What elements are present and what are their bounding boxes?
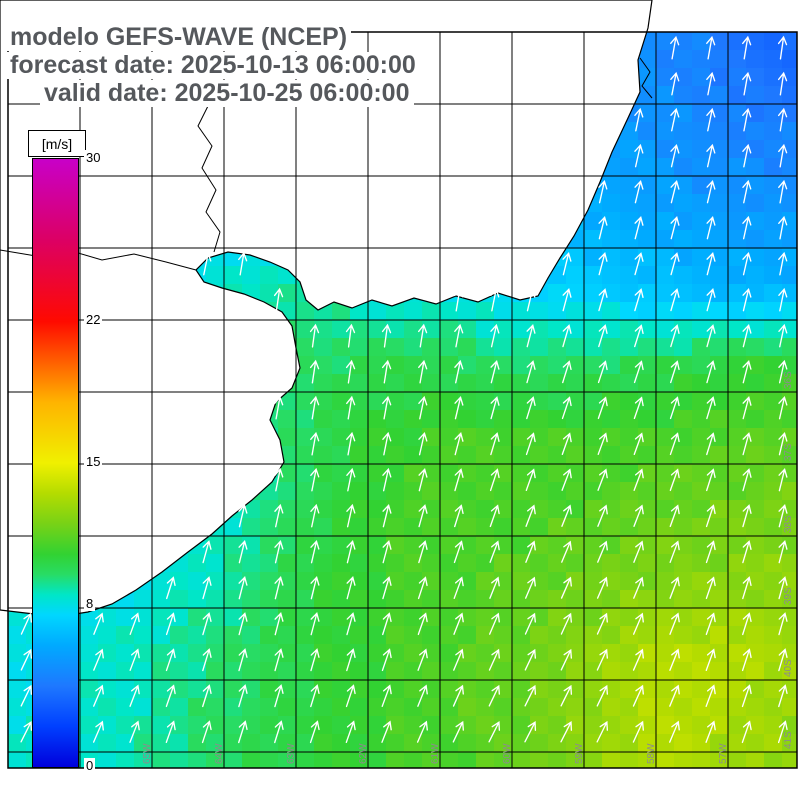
model-title: modelo GEFS-WAVE (NCEP) [6,24,352,51]
lon-label: 65W [142,743,153,764]
lon-label: 60W [502,743,513,764]
map-frame [7,31,798,769]
lat-label: 38S [783,515,794,533]
lon-label: 59W [574,743,585,764]
lon-label: 64W [214,743,225,764]
colorbar-gradient [32,158,79,768]
map-header: modelo GEFS-WAVE (NCEP) forecast date: 2… [6,24,420,107]
colorbar-tick: 15 [84,454,103,469]
lon-label: 57W [718,743,729,764]
colorbar-tick: 0 [84,758,96,773]
colorbar-tick: 8 [84,595,96,611]
lat-label: 41S [783,731,794,749]
lat-label: 37S [783,443,794,461]
colorbar-tick: 22 [84,312,103,328]
colorbar-unit-label: [m/s] [28,130,86,157]
colorbar-tick: 30 [84,150,103,165]
land-polygon [0,0,653,617]
lon-label: 63W [286,743,297,764]
lat-label: 40S [783,659,794,677]
lon-label: 62W [358,743,369,764]
lon-label: 61W [430,743,441,764]
lat-label: 36S [783,371,794,389]
valid-date-label: valid date: 2025-10-25 06:00:00 [40,80,414,107]
river-line [639,57,653,99]
lon-label: 58W [646,743,657,764]
lat-label: 39S [783,587,794,605]
graticule-layer [7,31,798,769]
river-line [195,87,221,253]
forecast-date-label: forecast date: 2025-10-13 06:00:00 [6,52,420,79]
